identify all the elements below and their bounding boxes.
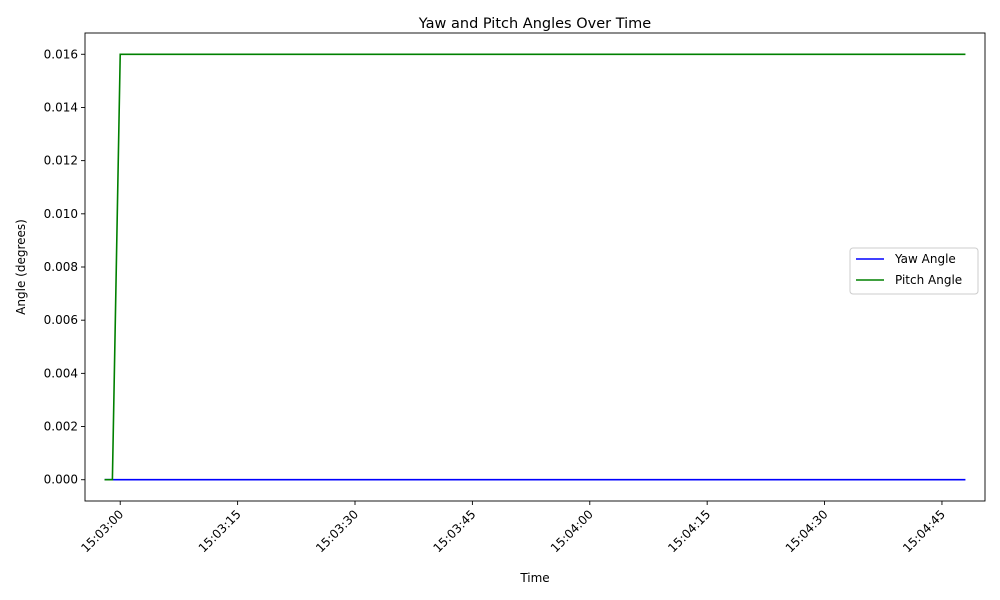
- legend: Yaw Angle Pitch Angle: [849, 247, 979, 295]
- plot-area: [104, 53, 966, 481]
- legend-entry-label: Yaw Angle: [894, 252, 956, 266]
- y-tick-label: 0.014: [44, 100, 78, 114]
- y-tick-label: 0.008: [44, 260, 78, 274]
- x-axis-label: Time: [519, 571, 549, 585]
- y-tick-label: 0.000: [44, 473, 78, 487]
- chart-title: Yaw and Pitch Angles Over Time: [418, 16, 651, 32]
- y-axis-label: Angle (degrees): [14, 219, 28, 315]
- y-tick-label: 0.012: [44, 154, 78, 168]
- legend-entry-label: Pitch Angle: [895, 273, 962, 287]
- y-tick-label: 0.004: [44, 366, 78, 380]
- y-tick-label: 0.016: [44, 47, 78, 61]
- y-tick-label: 0.006: [44, 313, 78, 327]
- y-tick-label: 0.010: [44, 207, 78, 221]
- y-tick-label: 0.002: [44, 420, 78, 434]
- series-line-pitch: [104, 53, 966, 481]
